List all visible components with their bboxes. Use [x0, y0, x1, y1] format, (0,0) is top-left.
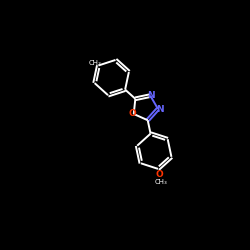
Text: O: O — [156, 170, 163, 179]
Text: O: O — [128, 110, 136, 118]
Text: CH₃: CH₃ — [154, 178, 167, 184]
Text: N: N — [147, 90, 154, 100]
Text: CH₃: CH₃ — [89, 60, 102, 66]
Text: N: N — [156, 105, 164, 114]
